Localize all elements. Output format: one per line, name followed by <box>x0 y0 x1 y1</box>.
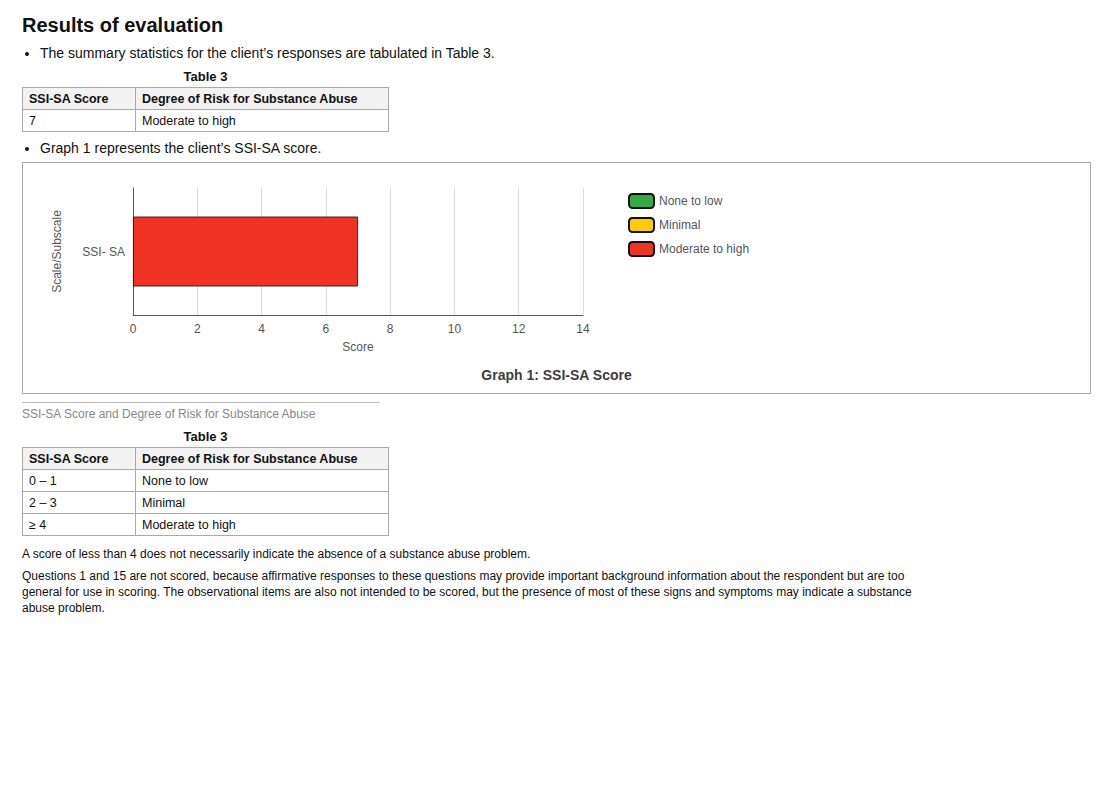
html-text:0 – 1: 0 – 1 <box>29 473 57 488</box>
svg-text:12: 12 <box>512 322 526 336</box>
html-text:SSI-SA Score: SSI-SA Score <box>29 91 109 106</box>
svg-text:None to low: None to low <box>659 194 723 208</box>
svg-text:Score: Score <box>342 340 374 354</box>
svg-text:8: 8 <box>387 322 394 336</box>
html-text:Degree of Risk for Substance A: Degree of Risk for Substance Abuse <box>142 451 358 466</box>
html-text:2 – 3: 2 – 3 <box>29 495 57 510</box>
html-text:Minimal: Minimal <box>142 495 186 510</box>
svg-text:Minimal: Minimal <box>659 218 700 232</box>
svg-text:6: 6 <box>323 322 330 336</box>
svg-text:4: 4 <box>258 322 265 336</box>
svg-text:14: 14 <box>576 322 590 336</box>
html-text:Moderate to high: Moderate to high <box>142 517 236 532</box>
svg-text:10: 10 <box>448 322 462 336</box>
svg-text:Scale/Subscale: Scale/Subscale <box>50 210 64 293</box>
html-text:Results of evaluation: Results of evaluation <box>22 14 224 36</box>
svg-text:0: 0 <box>130 322 137 336</box>
html-text:Table 3: Table 3 <box>183 69 228 84</box>
svg-text:SSI- SA: SSI- SA <box>82 245 125 259</box>
html-text:The summary statistics for the: The summary statistics for the client’s … <box>40 45 495 61</box>
html-text:≥ 4: ≥ 4 <box>29 517 47 532</box>
html-text:A score of less than 4 does no: A score of less than 4 does not necessar… <box>22 547 531 561</box>
svg-text:Moderate to high: Moderate to high <box>659 242 749 256</box>
html-text:Degree of Risk for Substance A: Degree of Risk for Substance Abuse <box>142 91 358 106</box>
html-text:SSI-SA Score and Degree of Ris: SSI-SA Score and Degree of Risk for Subs… <box>22 407 316 421</box>
html-text:Questions 1 and 15 are not sco: Questions 1 and 15 are not scored, becau… <box>22 569 912 615</box>
html-text:Moderate to high: Moderate to high <box>142 113 236 128</box>
svg-text:2: 2 <box>194 322 201 336</box>
html-text:Table 3: Table 3 <box>183 429 228 444</box>
html-text:7: 7 <box>29 113 36 128</box>
svg-text:Graph 1: SSI-SA Score: Graph 1: SSI-SA Score <box>481 367 632 383</box>
html-text:SSI-SA Score: SSI-SA Score <box>29 451 109 466</box>
html-text:Graph 1 represents the client’: Graph 1 represents the client’s SSI-SA s… <box>40 140 322 156</box>
html-text:None to low: None to low <box>142 473 208 488</box>
